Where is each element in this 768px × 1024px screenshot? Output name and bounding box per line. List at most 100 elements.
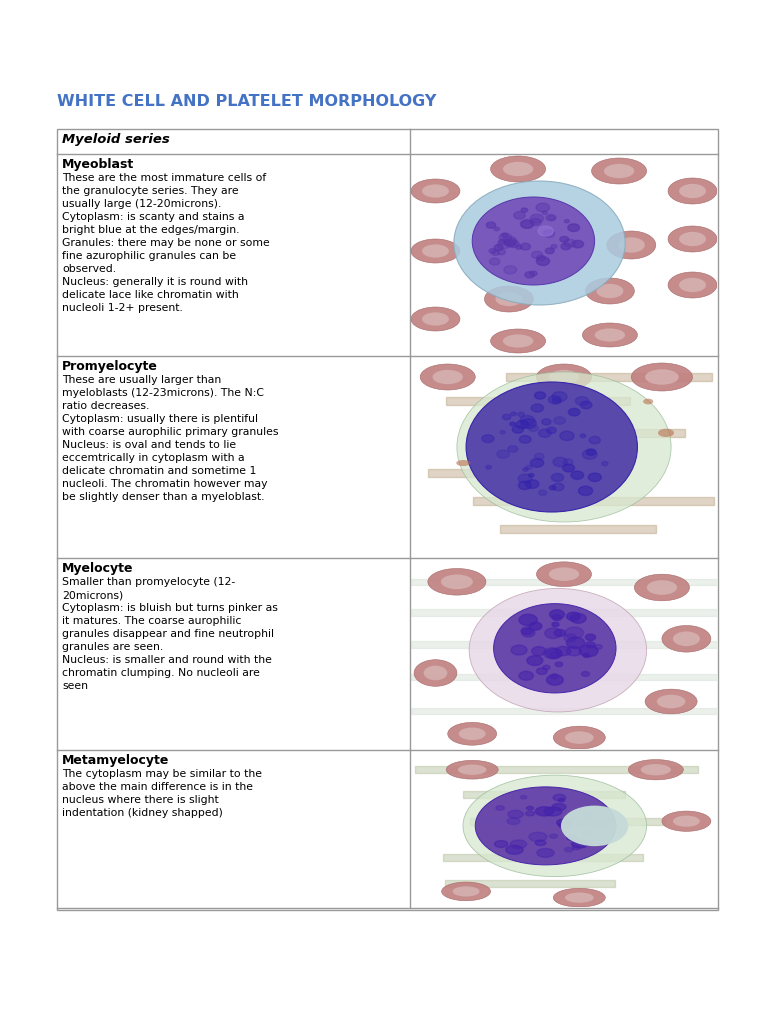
Circle shape — [543, 230, 554, 238]
Circle shape — [486, 222, 495, 228]
Circle shape — [520, 416, 535, 425]
Circle shape — [508, 241, 519, 248]
Ellipse shape — [565, 893, 594, 903]
Circle shape — [585, 634, 596, 640]
Ellipse shape — [668, 178, 717, 204]
Circle shape — [529, 623, 542, 630]
Circle shape — [564, 240, 576, 247]
Circle shape — [564, 219, 569, 223]
Circle shape — [551, 245, 557, 249]
Circle shape — [498, 250, 505, 255]
Text: These are the most immature cells of
the granulocyte series. They are
usually la: These are the most immature cells of the… — [62, 173, 270, 313]
Circle shape — [557, 819, 571, 826]
Circle shape — [527, 806, 534, 810]
Circle shape — [508, 810, 523, 818]
Ellipse shape — [537, 364, 591, 390]
Circle shape — [530, 214, 544, 223]
Circle shape — [535, 392, 545, 399]
Circle shape — [537, 257, 550, 265]
Circle shape — [531, 404, 544, 412]
Circle shape — [497, 451, 509, 458]
Text: Myelocyte: Myelocyte — [62, 562, 134, 575]
Circle shape — [526, 465, 532, 469]
Circle shape — [588, 473, 601, 481]
Circle shape — [545, 248, 554, 254]
Circle shape — [535, 807, 554, 816]
Circle shape — [510, 840, 527, 848]
Circle shape — [514, 212, 525, 219]
Ellipse shape — [441, 574, 473, 589]
Circle shape — [564, 820, 572, 824]
Circle shape — [486, 465, 492, 469]
Circle shape — [564, 848, 573, 852]
Ellipse shape — [657, 694, 685, 709]
Text: Metamyelocyte: Metamyelocyte — [62, 754, 170, 767]
Ellipse shape — [597, 284, 624, 298]
Ellipse shape — [658, 429, 674, 437]
Circle shape — [550, 835, 558, 839]
Ellipse shape — [617, 238, 645, 253]
Circle shape — [571, 613, 586, 624]
Circle shape — [535, 840, 546, 846]
Circle shape — [567, 836, 576, 841]
Circle shape — [510, 422, 515, 426]
Ellipse shape — [456, 460, 470, 466]
Circle shape — [505, 239, 516, 247]
Circle shape — [521, 220, 534, 228]
Ellipse shape — [458, 765, 486, 775]
Ellipse shape — [432, 370, 463, 384]
Circle shape — [528, 425, 538, 431]
Circle shape — [579, 645, 598, 656]
Ellipse shape — [411, 239, 460, 263]
Circle shape — [511, 412, 516, 416]
Circle shape — [537, 849, 554, 857]
Ellipse shape — [422, 184, 449, 198]
Bar — [415, 766, 698, 773]
Ellipse shape — [668, 226, 717, 252]
Circle shape — [559, 822, 571, 828]
Ellipse shape — [668, 272, 717, 298]
Circle shape — [589, 436, 601, 443]
Ellipse shape — [411, 307, 460, 331]
Circle shape — [565, 627, 584, 639]
Bar — [463, 792, 624, 798]
Ellipse shape — [645, 370, 679, 385]
Circle shape — [520, 796, 527, 799]
Circle shape — [551, 473, 564, 481]
Circle shape — [518, 413, 525, 417]
Circle shape — [546, 214, 555, 221]
Text: WHITE CELL AND PLATELET MORPHOLOGY: WHITE CELL AND PLATELET MORPHOLOGY — [57, 94, 436, 109]
Ellipse shape — [641, 764, 671, 775]
Circle shape — [571, 840, 588, 848]
Circle shape — [563, 459, 573, 465]
Ellipse shape — [643, 398, 654, 404]
Circle shape — [566, 646, 581, 655]
Circle shape — [536, 203, 549, 212]
Circle shape — [521, 628, 533, 635]
Ellipse shape — [495, 292, 522, 306]
Ellipse shape — [585, 278, 634, 304]
Circle shape — [594, 644, 602, 649]
Circle shape — [525, 271, 535, 278]
Bar — [446, 396, 631, 406]
Circle shape — [568, 409, 580, 416]
Ellipse shape — [422, 312, 449, 326]
Ellipse shape — [647, 581, 677, 595]
Circle shape — [582, 450, 597, 459]
Text: Myeloid series: Myeloid series — [62, 133, 170, 146]
Ellipse shape — [411, 179, 460, 203]
Text: These are usually larger than
myeloblasts (12-23microns). The N:C
ratio decrease: These are usually larger than myeloblast… — [62, 375, 279, 503]
Ellipse shape — [463, 775, 647, 877]
Circle shape — [531, 218, 541, 225]
Circle shape — [535, 454, 544, 460]
Circle shape — [578, 486, 593, 496]
Circle shape — [521, 220, 534, 228]
Circle shape — [555, 646, 571, 655]
Circle shape — [584, 812, 591, 816]
Circle shape — [516, 421, 528, 429]
Circle shape — [495, 841, 508, 848]
Ellipse shape — [472, 197, 594, 285]
Circle shape — [568, 224, 580, 231]
Bar — [470, 818, 665, 824]
Circle shape — [527, 655, 543, 666]
